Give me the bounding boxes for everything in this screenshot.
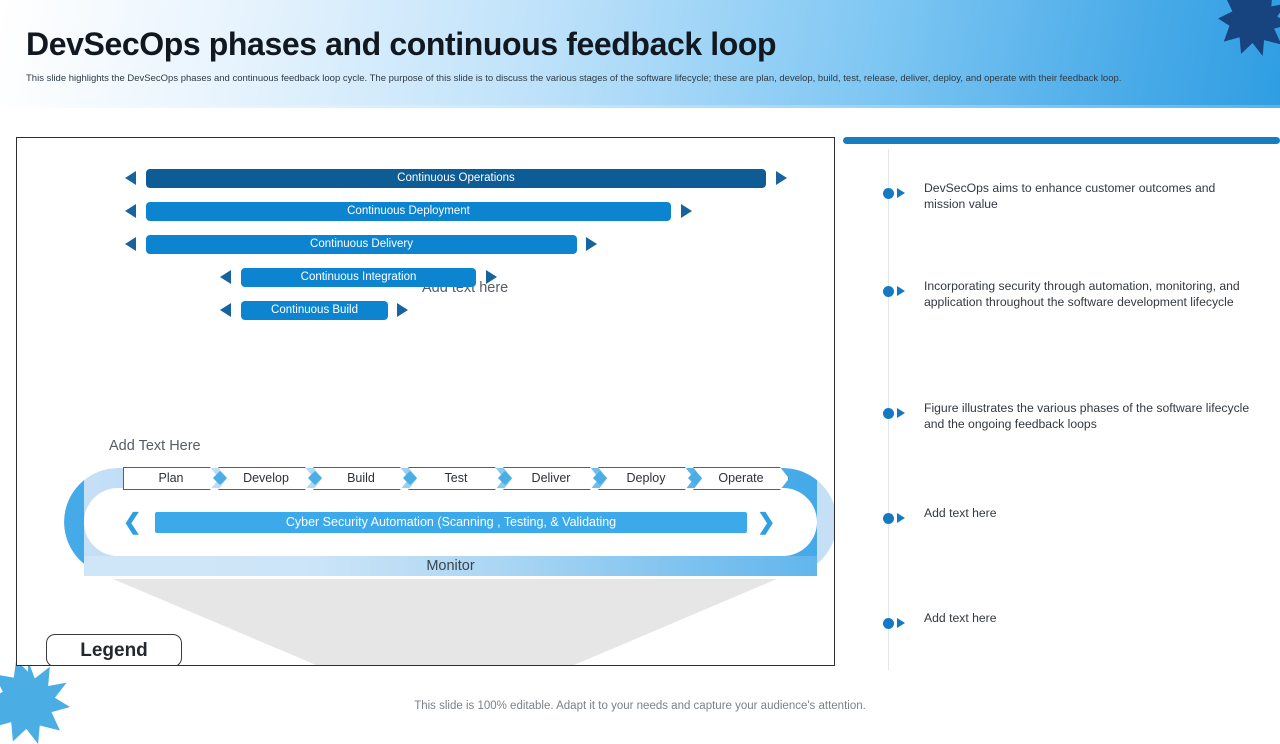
bullet-arrow-icon — [897, 408, 905, 418]
phase-chevron-deploy[interactable]: Deploy — [598, 467, 694, 490]
page-subtitle: This slide highlights the DevSecOps phas… — [26, 73, 1122, 84]
bullet-arrow-icon — [897, 188, 905, 198]
bullet-arrow-icon — [897, 513, 905, 523]
phase-chevron-develop[interactable]: Develop — [218, 467, 314, 490]
arrow-right-icon — [486, 270, 497, 284]
sidebar-bullet-text: Figure illustrates the various phases of… — [924, 401, 1250, 431]
slide-header: DevSecOps phases and continuous feedback… — [0, 0, 1280, 108]
feedback-bar: Continuous Deployment — [146, 202, 671, 221]
phase-chevron-operate[interactable]: Operate — [693, 467, 789, 490]
phase-chevron-plan[interactable]: Plan — [123, 467, 219, 490]
feedback-bar-row: Continuous Deployment — [17, 202, 834, 221]
chevron-right-icon: ❯ — [757, 509, 776, 534]
phase-chevron-deliver[interactable]: Deliver — [503, 467, 599, 490]
bullet-dot-icon — [883, 286, 894, 297]
bullet-dot-icon — [883, 408, 894, 419]
arrow-left-icon — [125, 171, 136, 185]
arrow-right-icon — [776, 171, 787, 185]
bullet-dot-icon — [883, 618, 894, 629]
sidebar: DevSecOps aims to enhance customer outco… — [843, 135, 1280, 670]
cyber-security-bar: Cyber Security Automation (Scanning , Te… — [155, 512, 747, 533]
feedback-bar-row: Continuous Delivery — [17, 235, 834, 254]
sidebar-bullet-text: Add text here — [924, 506, 997, 520]
monitor-label: Monitor — [426, 558, 475, 574]
feedback-bar-row: Continuous Operations — [17, 169, 834, 188]
diagram-left-label: Add Text Here — [109, 438, 201, 454]
chevron-left-icon: ❮ — [123, 509, 142, 534]
bullet-dot-icon — [883, 513, 894, 524]
arrow-left-icon — [125, 237, 136, 251]
feedback-bar: Continuous Delivery — [146, 235, 577, 254]
arrow-left-icon — [220, 270, 231, 284]
page-title: DevSecOps phases and continuous feedback… — [26, 26, 777, 62]
legend-title: Legend — [46, 634, 182, 665]
sidebar-bullet-text: DevSecOps aims to enhance customer outco… — [924, 181, 1216, 211]
phase-chevron-test[interactable]: Test — [408, 467, 504, 490]
feedback-bar: Continuous Operations — [146, 169, 766, 188]
sidebar-accent-bar — [843, 137, 1280, 144]
arrow-right-icon — [681, 204, 692, 218]
feedback-bar: Continuous Build — [241, 301, 388, 320]
monitor-band: Monitor — [84, 556, 817, 576]
sidebar-bullet-text: Incorporating security through automatio… — [924, 279, 1240, 309]
sidebar-bullet-text: Add text here — [924, 611, 997, 625]
feedback-bar: Continuous Integration — [241, 268, 476, 287]
bullet-arrow-icon — [897, 618, 905, 628]
phase-chevron-build[interactable]: Build — [313, 467, 409, 490]
arrow-left-icon — [125, 204, 136, 218]
funnel-shape — [113, 579, 777, 665]
arrow-right-icon — [397, 303, 408, 317]
arrow-right-icon — [586, 237, 597, 251]
bullet-dot-icon — [883, 188, 894, 199]
arrow-left-icon — [220, 303, 231, 317]
diagram-panel: Add text here Add Text Here Continuous O… — [16, 137, 835, 666]
footer-note: This slide is 100% editable. Adapt it to… — [414, 700, 866, 712]
bullet-arrow-icon — [897, 286, 905, 296]
feedback-bar-row: Continuous Integration — [17, 268, 834, 287]
feedback-bar-row: Continuous Build — [17, 301, 834, 320]
header-divider — [0, 105, 1280, 108]
